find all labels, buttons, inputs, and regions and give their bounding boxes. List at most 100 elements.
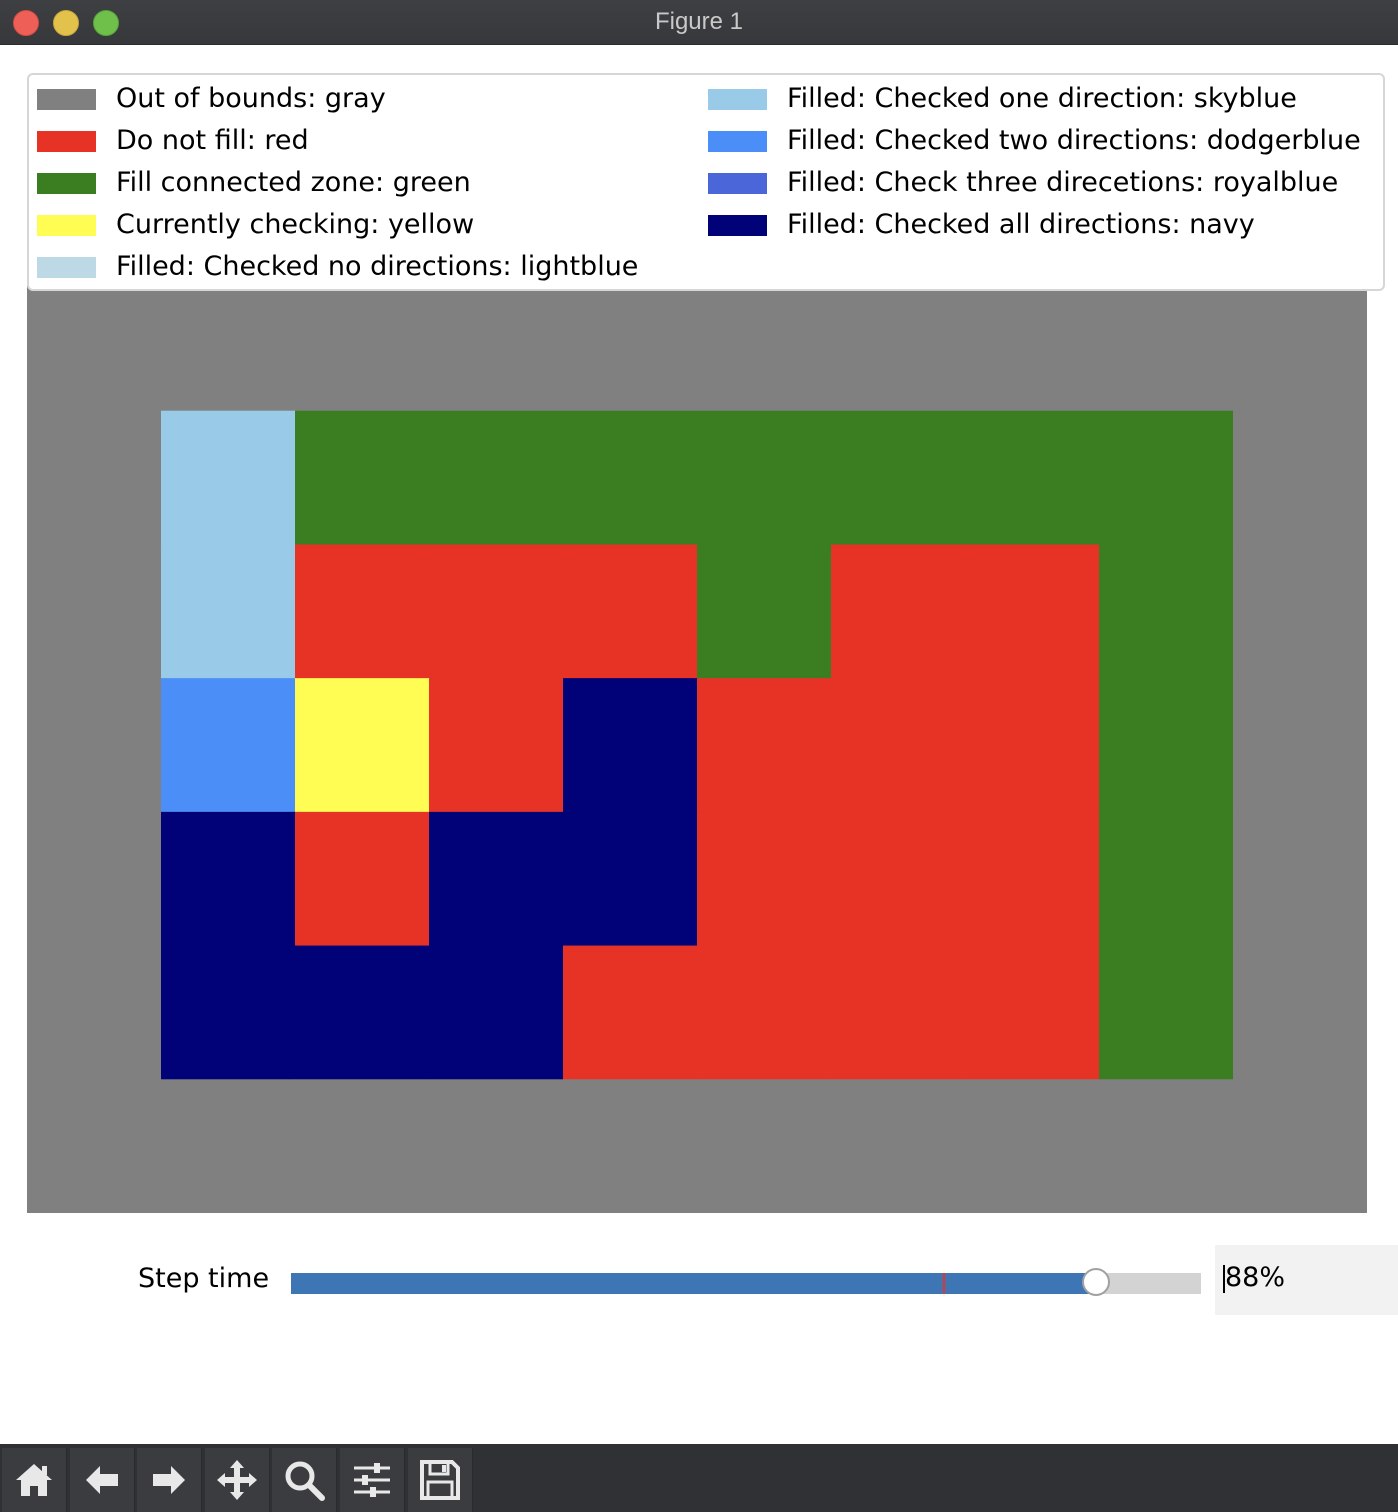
step-time-slider[interactable] [291,1268,1201,1296]
grid-cell-dodgerblue [161,678,296,813]
grid-cell-gray [1233,945,1367,1080]
grid-cell-green [563,410,698,546]
slider-handle[interactable] [1082,1268,1111,1296]
home-icon [16,1464,52,1496]
grid-cell-gray [295,1079,430,1213]
grid-cell-red [831,544,966,679]
zoom-icon [285,1461,325,1501]
grid-cell-gray [697,1079,832,1213]
grid-cell-gray [27,678,162,813]
legend-swatch [37,131,96,152]
grid-cell-navy [295,945,430,1080]
legend-swatch [708,173,767,194]
configure-subplots-icon [354,1463,390,1497]
legend-label: Filled: Checked all directions: navy [787,209,1255,240]
grid-cell-red [831,678,966,813]
step-time-value: 88% [1225,1262,1286,1293]
grid-cell-green [831,410,966,546]
grid-cell-navy [429,945,564,1080]
grid-cell-gray [295,277,430,412]
save-icon [420,1460,460,1500]
grid-cell-red [295,544,430,679]
grid-cell-gray [429,277,564,412]
slider-fill [291,1273,1097,1294]
grid-cell-gray [1233,410,1367,546]
zoom-button[interactable] [272,1448,337,1512]
grid-cell-gray [831,1079,966,1213]
legend-label: Filled: Checked one direction: skyblue [787,83,1297,114]
grid-cell-green [1099,410,1234,546]
grid-cell-red [563,544,698,679]
legend-swatch [37,215,96,236]
text-caret [1223,1265,1225,1293]
grid-cell-navy [161,945,296,1080]
grid-cell-navy [429,811,564,947]
legend-swatch [37,257,96,278]
slider-initial-marker [943,1273,946,1294]
maximize-window-button[interactable] [93,10,119,36]
grid-cell-gray [1233,811,1367,947]
grid-cell-red [965,945,1100,1080]
window-titlebar: Figure 1 [0,0,1398,45]
grid-cell-gray [161,277,296,412]
legend-swatch [708,215,767,236]
grid-cell-green [1099,945,1234,1080]
grid-cell-gray [27,945,162,1080]
flood-fill-grid [27,277,1367,1213]
grid-cell-navy [563,811,698,947]
home-button[interactable] [2,1448,67,1512]
legend-swatch [708,89,767,110]
step-time-value-field[interactable]: 88% [1215,1245,1398,1315]
grid-cell-gray [1233,678,1367,813]
grid-cell-gray [27,410,162,546]
grid-cell-red [429,544,564,679]
grid-cell-red [697,811,832,947]
grid-cell-green [697,410,832,546]
pan-button[interactable] [205,1448,270,1512]
legend-label: Filled: Checked no directions: lightblue [116,251,639,282]
close-window-button[interactable] [13,10,39,36]
grid-cell-gray [965,277,1100,412]
grid-cell-gray [429,1079,564,1213]
grid-cell-red [429,678,564,813]
step-time-label: Step time [138,1263,270,1294]
legend-swatch [37,173,96,194]
grid-cell-red [831,811,966,947]
back-arrow-icon [86,1466,118,1494]
grid-cell-gray [563,1079,698,1213]
grid-cell-gray [27,544,162,679]
grid-cell-gray [831,277,966,412]
grid-cell-red [831,945,966,1080]
legend-label: Filled: Check three direcetions: royalbl… [787,167,1339,198]
grid-cell-navy [161,811,296,947]
legend-label: Currently checking: yellow [116,209,475,240]
window-title: Figure 1 [654,8,744,35]
legend-label: Filled: Checked two directions: dodgerbl… [787,125,1361,156]
grid-cell-skyblue [161,410,296,546]
grid-cell-red [563,945,698,1080]
grid-cell-gray [161,1079,296,1213]
navigation-toolbar [0,1444,1398,1512]
pan-icon [217,1460,257,1500]
forward-button[interactable] [137,1448,202,1512]
grid-cell-red [697,678,832,813]
grid-cell-green [697,544,832,679]
grid-cell-green [1099,544,1234,679]
grid-cell-red [697,945,832,1080]
grid-cell-green [429,410,564,546]
save-button[interactable] [408,1448,473,1512]
legend: Out of bounds: gray Do not fill: red Fil… [27,73,1385,291]
legend-label: Do not fill: red [116,125,309,156]
configure-subplots-button[interactable] [340,1448,405,1512]
legend-label: Out of bounds: gray [116,83,386,114]
grid-cell-gray [563,277,698,412]
grid-cell-green [1099,678,1234,813]
grid-cell-gray [697,277,832,412]
back-button[interactable] [70,1448,135,1512]
grid-cell-green [295,410,430,546]
grid-cell-red [965,811,1100,947]
minimize-window-button[interactable] [53,10,79,36]
grid-cell-navy [563,678,698,813]
legend-label: Fill connected zone: green [116,167,471,198]
grid-cell-gray [1233,544,1367,679]
